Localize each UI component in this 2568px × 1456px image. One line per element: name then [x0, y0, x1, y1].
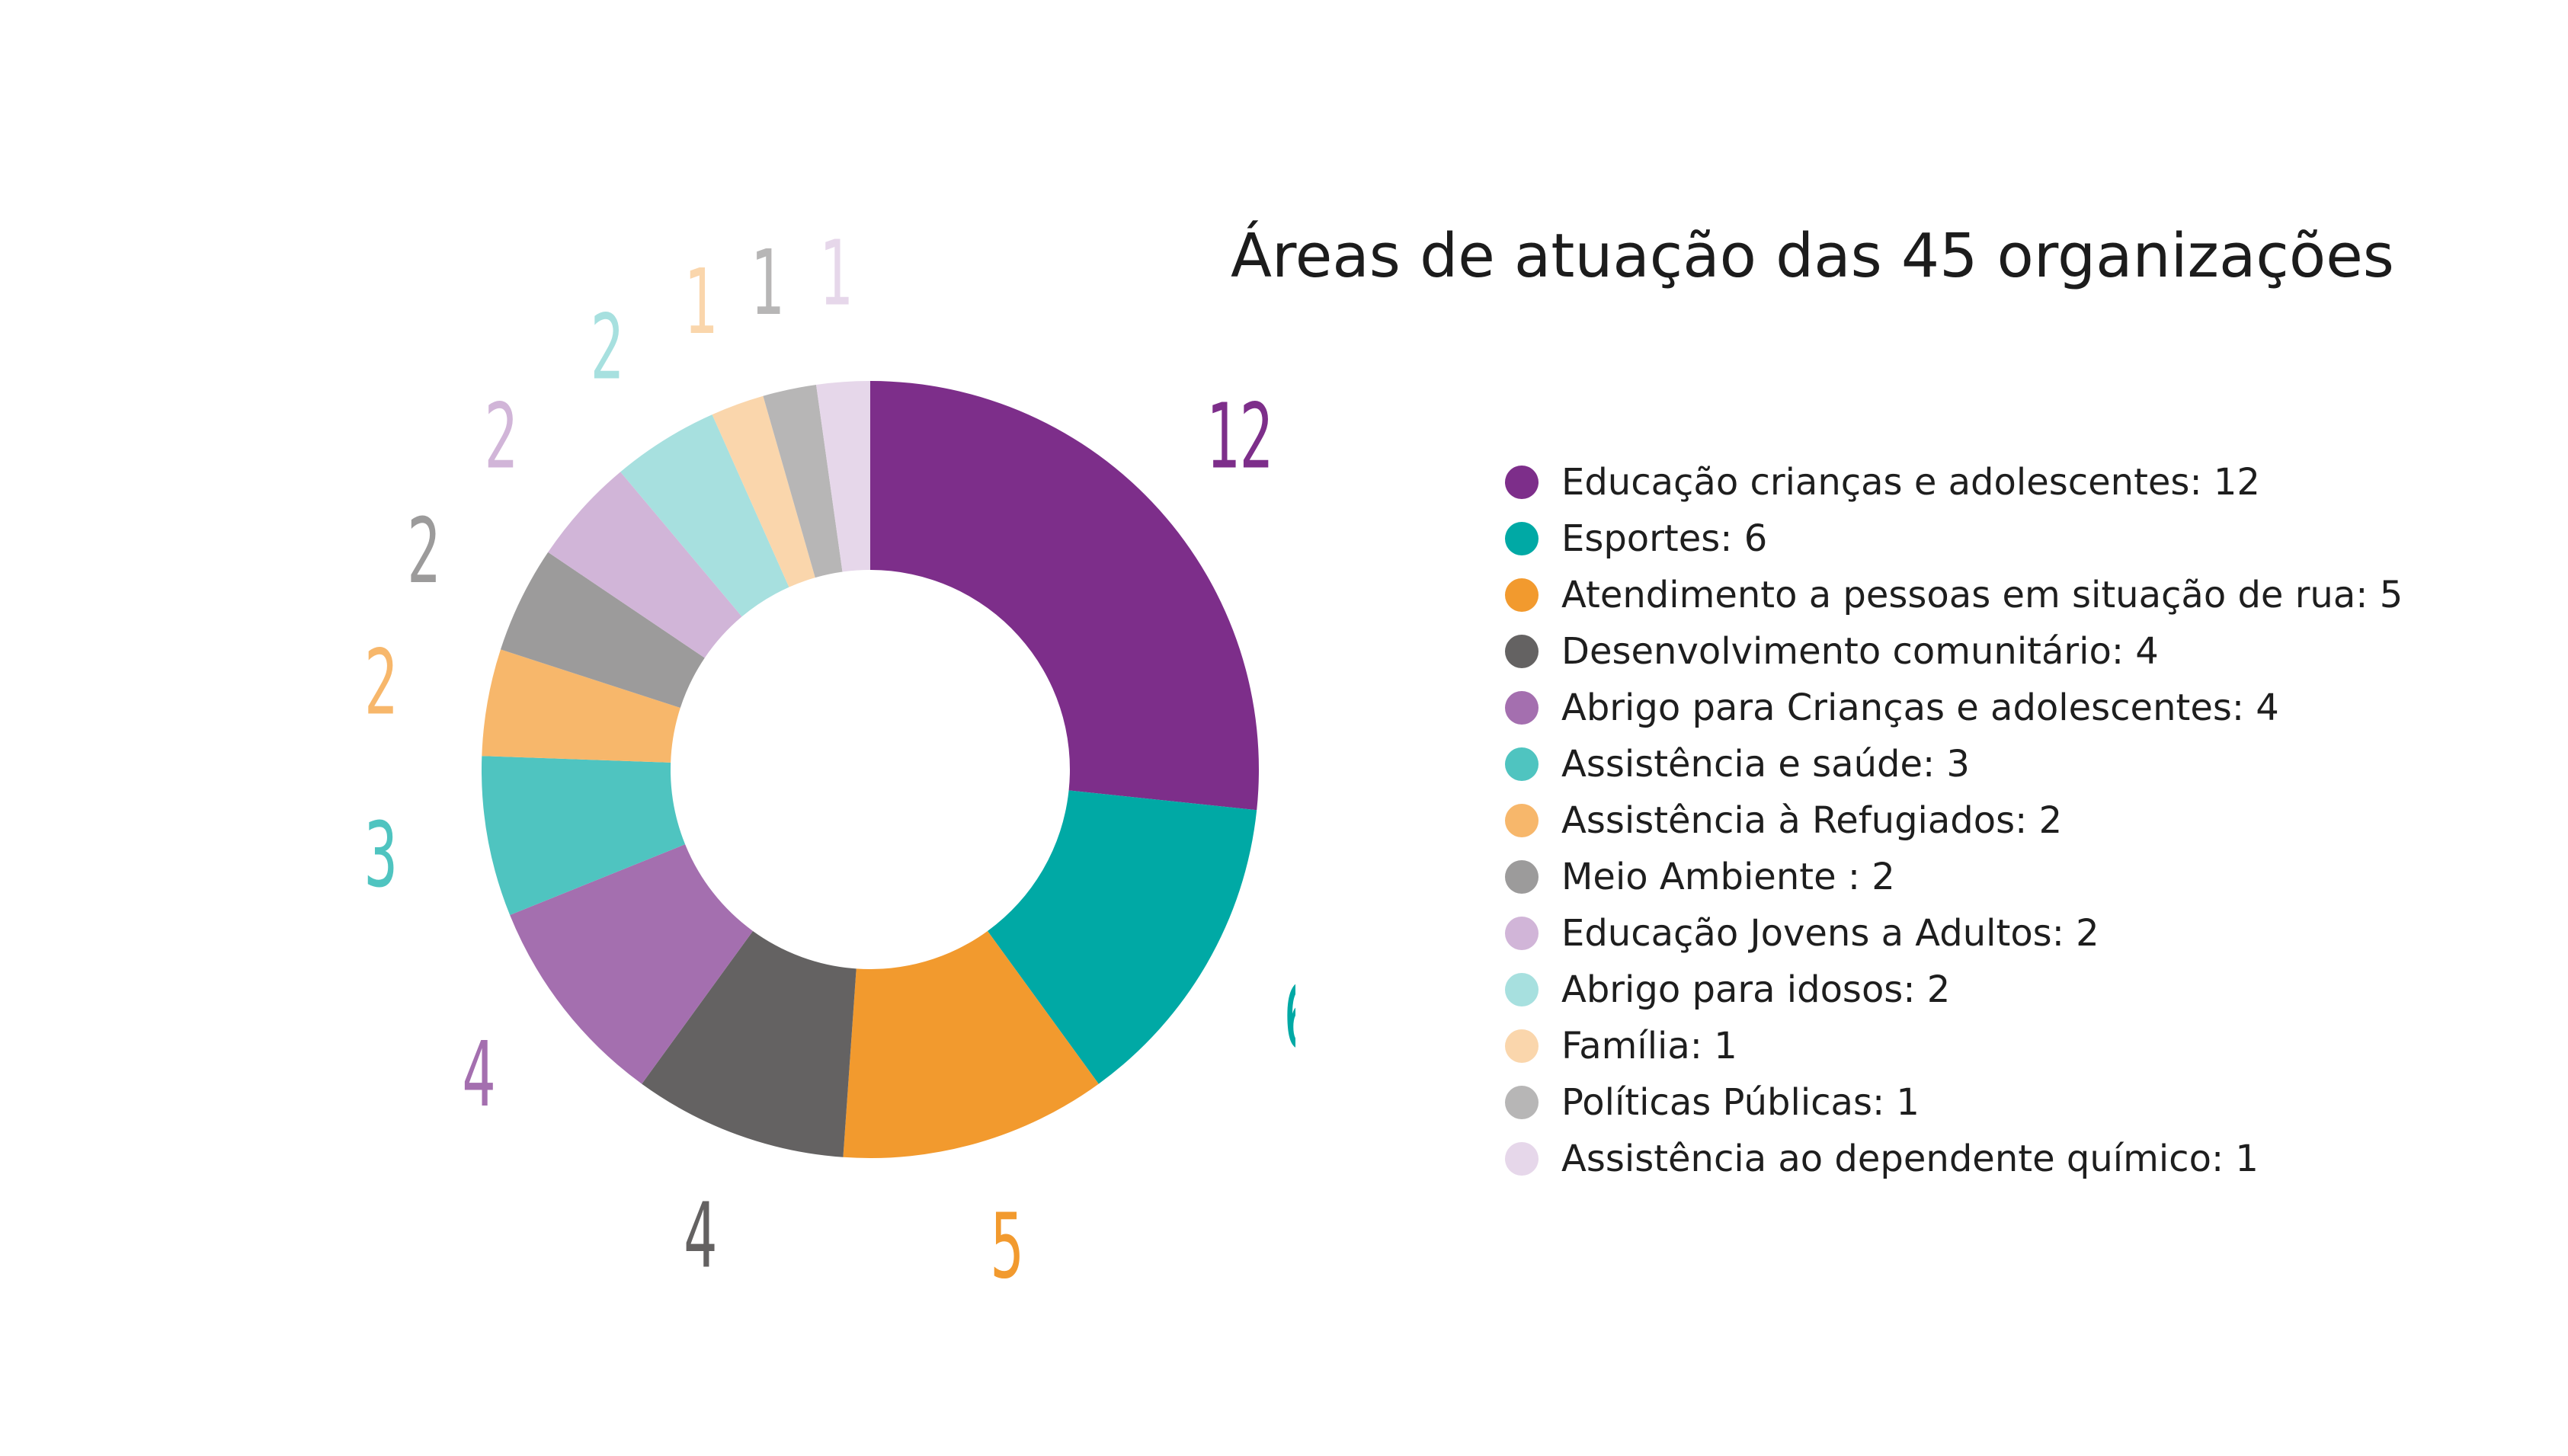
legend-item: Desenvolvimento comunitário: 4	[1505, 623, 2403, 680]
legend-item: Abrigo para Crianças e adolescentes: 4	[1505, 680, 2403, 736]
donut-slice	[482, 649, 680, 763]
donut-slice	[763, 384, 843, 578]
legend-swatch	[1505, 747, 1539, 781]
slice-value-label: 2	[364, 631, 398, 735]
legend-item: Assistência ao dependente químico: 1	[1505, 1131, 2403, 1187]
slice-value-label: 1	[750, 232, 783, 336]
donut-slice	[870, 381, 1260, 811]
legend-item: Família: 1	[1505, 1018, 2403, 1074]
legend-swatch	[1505, 578, 1539, 612]
legend-label: Assistência ao dependente químico: 1	[1561, 1138, 2259, 1180]
legend-swatch	[1505, 466, 1539, 499]
legend-label: Desenvolvimento comunitário: 4	[1561, 630, 2159, 673]
legend: Educação crianças e adolescentes: 12 Espo…	[1505, 454, 2403, 1187]
slice-value-label: 2	[407, 500, 440, 604]
donut-slice	[987, 790, 1257, 1084]
legend-label: Esportes: 6	[1561, 517, 1768, 560]
legend-item: Educação Jovens a Adultos: 2	[1505, 905, 2403, 962]
slice-value-label: 1	[818, 222, 852, 326]
slice-value-label: 1	[684, 251, 717, 355]
legend-label: Abrigo para Crianças e adolescentes: 4	[1561, 686, 2279, 729]
donut-slice	[843, 930, 1099, 1158]
legend-label: Políticas Públicas: 1	[1561, 1081, 1920, 1124]
slice-value-label: 4	[462, 1023, 495, 1128]
slice-value-label: 2	[590, 296, 623, 401]
legend-label: Educação crianças e adolescentes: 12	[1561, 461, 2260, 504]
legend-item: Meio Ambiente : 2	[1505, 849, 2403, 905]
slice-value-label: 12	[1206, 385, 1273, 489]
legend-item: Educação crianças e adolescentes: 12	[1505, 454, 2403, 510]
slice-value-label: 3	[364, 804, 398, 908]
legend-swatch	[1505, 804, 1539, 837]
legend-swatch	[1505, 973, 1539, 1006]
legend-swatch	[1505, 691, 1539, 725]
legend-swatch	[1505, 1142, 1539, 1176]
legend-label: Assistência à Refugiados: 2	[1561, 799, 2063, 842]
donut-chart: 12654432222111	[364, 222, 1295, 1299]
legend-swatch	[1505, 860, 1539, 894]
legend-item: Atendimento a pessoas em situação de rua…	[1505, 567, 2403, 623]
slice-value-label: 2	[484, 385, 517, 489]
donut-slice	[510, 844, 754, 1084]
donut-slice	[620, 414, 789, 617]
donut-slice	[816, 381, 870, 572]
legend-swatch	[1505, 917, 1539, 950]
legend-swatch	[1505, 635, 1539, 668]
legend-label: Educação Jovens a Adultos: 2	[1561, 912, 2099, 955]
legend-item: Abrigo para idosos: 2	[1505, 962, 2403, 1018]
legend-item: Políticas Públicas: 1	[1505, 1074, 2403, 1131]
legend-label: Abrigo para idosos: 2	[1561, 968, 1951, 1011]
slice-value-label: 4	[684, 1184, 717, 1288]
slice-value-label: 6	[1284, 965, 1295, 1070]
legend-item: Esportes: 6	[1505, 510, 2403, 567]
legend-item: Assistência à Refugiados: 2	[1505, 792, 2403, 849]
legend-label: Família: 1	[1561, 1025, 1737, 1067]
donut-slice	[642, 930, 857, 1157]
chart-title: Áreas de atuação das 45 organizações	[1231, 221, 2394, 291]
legend-label: Assistência e saúde: 3	[1561, 743, 1970, 786]
legend-swatch	[1505, 1029, 1539, 1063]
value-labels: 12654432222111	[364, 222, 1295, 1299]
legend-item: Assistência e saúde: 3	[1505, 736, 2403, 792]
legend-swatch	[1505, 1086, 1539, 1119]
donut-slices	[482, 381, 1260, 1158]
legend-swatch	[1505, 522, 1539, 555]
donut-slice	[500, 552, 705, 709]
legend-label: Atendimento a pessoas em situação de rua…	[1561, 574, 2403, 616]
donut-slice	[712, 395, 815, 587]
donut-slice	[548, 472, 742, 658]
slice-value-label: 5	[991, 1195, 1024, 1299]
donut-slice	[482, 756, 686, 916]
legend-label: Meio Ambiente : 2	[1561, 856, 1895, 898]
